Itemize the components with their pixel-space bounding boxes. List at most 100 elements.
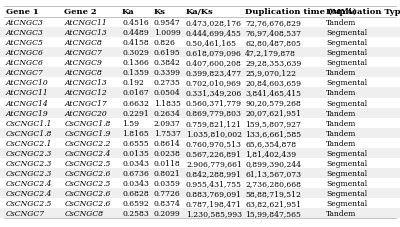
- Text: 0.3842: 0.3842: [154, 59, 180, 67]
- Text: 1.1835: 1.1835: [154, 99, 180, 107]
- Text: 0.192: 0.192: [122, 79, 144, 87]
- Text: 0.2735: 0.2735: [154, 79, 180, 87]
- Text: 47,2,179,878: 47,2,179,878: [245, 49, 296, 57]
- Text: 0.2099: 0.2099: [154, 210, 180, 217]
- Text: 0.4516: 0.4516: [122, 19, 149, 27]
- Text: 72,76,676,829: 72,76,676,829: [245, 19, 301, 27]
- Text: Segmental: Segmental: [326, 189, 367, 197]
- Text: AtCNGC19: AtCNGC19: [6, 109, 48, 117]
- Text: 62,80,487,805: 62,80,487,805: [245, 39, 301, 47]
- Text: 0.6632: 0.6632: [122, 99, 149, 107]
- Text: Gene 2: Gene 2: [64, 8, 97, 16]
- Bar: [0, 108, 400, 118]
- Text: CsCNGC7: CsCNGC7: [6, 210, 45, 217]
- Bar: [0, 68, 400, 78]
- Text: 15,99,847,565: 15,99,847,565: [245, 210, 301, 217]
- Text: AtCNGC6: AtCNGC6: [6, 59, 44, 67]
- Text: Segmental: Segmental: [326, 99, 367, 107]
- Text: AtCNGC13: AtCNGC13: [64, 29, 107, 37]
- Text: AtCNGC5: AtCNGC5: [6, 39, 44, 47]
- Bar: [0, 198, 400, 208]
- Text: 1.8165: 1.8165: [122, 129, 149, 137]
- Bar: [0, 18, 400, 28]
- Bar: [0, 48, 400, 58]
- Text: 0.1366: 0.1366: [122, 59, 149, 67]
- Text: 0.567,226,891: 0.567,226,891: [186, 149, 242, 157]
- Text: 0.6592: 0.6592: [122, 200, 149, 207]
- Text: AtCNGC13: AtCNGC13: [64, 79, 107, 87]
- Text: 90,20,579,268: 90,20,579,268: [245, 99, 301, 107]
- Text: Segmental: Segmental: [326, 169, 367, 177]
- Text: 0.560,371,779: 0.560,371,779: [186, 99, 242, 107]
- Text: 0.1359: 0.1359: [122, 69, 149, 77]
- Text: Ka/Ks: Ka/Ks: [186, 8, 214, 16]
- Text: AtCNGC11: AtCNGC11: [64, 19, 107, 27]
- Text: 2,736,280,668: 2,736,280,668: [245, 179, 301, 187]
- Text: AtCNGC11: AtCNGC11: [6, 89, 48, 97]
- Text: 0.842,288,991: 0.842,288,991: [186, 169, 242, 177]
- Text: CsCNGC2.4: CsCNGC2.4: [6, 179, 52, 187]
- Bar: [0, 168, 400, 178]
- Text: 0.473,028,176: 0.473,028,176: [186, 19, 242, 27]
- Text: 25,9,070,122: 25,9,070,122: [245, 69, 296, 77]
- Text: 0.6828: 0.6828: [122, 189, 149, 197]
- Text: CsCNGC2.4: CsCNGC2.4: [6, 189, 52, 197]
- Text: 0.407,600,208: 0.407,600,208: [186, 59, 242, 67]
- Text: Ks: Ks: [154, 8, 166, 16]
- Text: 1.7537: 1.7537: [154, 129, 180, 137]
- Text: Segmental: Segmental: [326, 179, 367, 187]
- Text: Segmental: Segmental: [326, 159, 367, 167]
- Text: Tandem: Tandem: [326, 89, 356, 97]
- Text: CsCNGC1.8: CsCNGC1.8: [6, 129, 52, 137]
- Text: CsCNGC2.5: CsCNGC2.5: [6, 200, 52, 207]
- Text: CsCNGC2.6: CsCNGC2.6: [64, 200, 111, 207]
- Bar: [0, 148, 400, 158]
- Text: 58,88,719,512: 58,88,719,512: [245, 189, 301, 197]
- Text: 0.955,431,755: 0.955,431,755: [186, 179, 242, 187]
- Text: CsCNGC2.5: CsCNGC2.5: [64, 179, 111, 187]
- Bar: [0, 188, 400, 198]
- Text: AtCNGC12: AtCNGC12: [64, 89, 107, 97]
- Text: Duplication Type: Duplication Type: [326, 8, 400, 16]
- Text: 0.826: 0.826: [154, 39, 176, 47]
- Text: 0.0504: 0.0504: [154, 89, 180, 97]
- Text: Tandem: Tandem: [326, 109, 356, 117]
- Text: 0.8614: 0.8614: [154, 139, 180, 147]
- Text: CsCNGC1.9: CsCNGC1.9: [64, 129, 111, 137]
- Text: AtCNGC7: AtCNGC7: [64, 49, 102, 57]
- Text: Tandem: Tandem: [326, 210, 356, 217]
- Text: Ka: Ka: [122, 8, 135, 16]
- Text: 0.0167: 0.0167: [122, 89, 149, 97]
- Text: 0.3029: 0.3029: [122, 49, 149, 57]
- Text: CsCNGC1.8: CsCNGC1.8: [64, 119, 111, 127]
- Text: CsCNGC8: CsCNGC8: [64, 210, 104, 217]
- Text: 0.2583: 0.2583: [122, 210, 149, 217]
- Text: Segmental: Segmental: [326, 79, 367, 87]
- Text: 1.035,810,002: 1.035,810,002: [186, 129, 242, 137]
- Text: AtCNGC14: AtCNGC14: [6, 99, 48, 107]
- Text: CsCNGC2.3: CsCNGC2.3: [6, 149, 52, 157]
- Text: AtCNGC8: AtCNGC8: [64, 69, 102, 77]
- Text: CsCNGC2.6: CsCNGC2.6: [64, 189, 111, 197]
- Text: CsCNGC2.1: CsCNGC2.1: [6, 139, 52, 147]
- Text: 0.2291: 0.2291: [122, 109, 149, 117]
- Text: CsCNGC2.5: CsCNGC2.5: [64, 159, 111, 167]
- Text: 0,899,390,244: 0,899,390,244: [245, 159, 301, 167]
- Text: Duplication time (MYA): Duplication time (MYA): [245, 8, 357, 16]
- Bar: [0, 78, 400, 88]
- Text: 0.7726: 0.7726: [154, 189, 180, 197]
- Text: Segmental: Segmental: [326, 49, 367, 57]
- Bar: [0, 128, 400, 138]
- Text: 0.6736: 0.6736: [122, 169, 149, 177]
- Text: 61,13,567,073: 61,13,567,073: [245, 169, 301, 177]
- Text: 0.2634: 0.2634: [154, 109, 180, 117]
- Bar: [0, 28, 400, 38]
- Text: 2.906,779,661: 2.906,779,661: [186, 159, 242, 167]
- Text: 0.702,010,969: 0.702,010,969: [186, 79, 242, 87]
- Bar: [0, 138, 400, 148]
- Text: 76,97,408,537: 76,97,408,537: [245, 29, 301, 37]
- Text: 1.59: 1.59: [122, 119, 139, 127]
- Text: CsCNGC2.2: CsCNGC2.2: [64, 139, 111, 147]
- Text: 0.50,461,165: 0.50,461,165: [186, 39, 237, 47]
- Text: 0.4489: 0.4489: [122, 29, 149, 37]
